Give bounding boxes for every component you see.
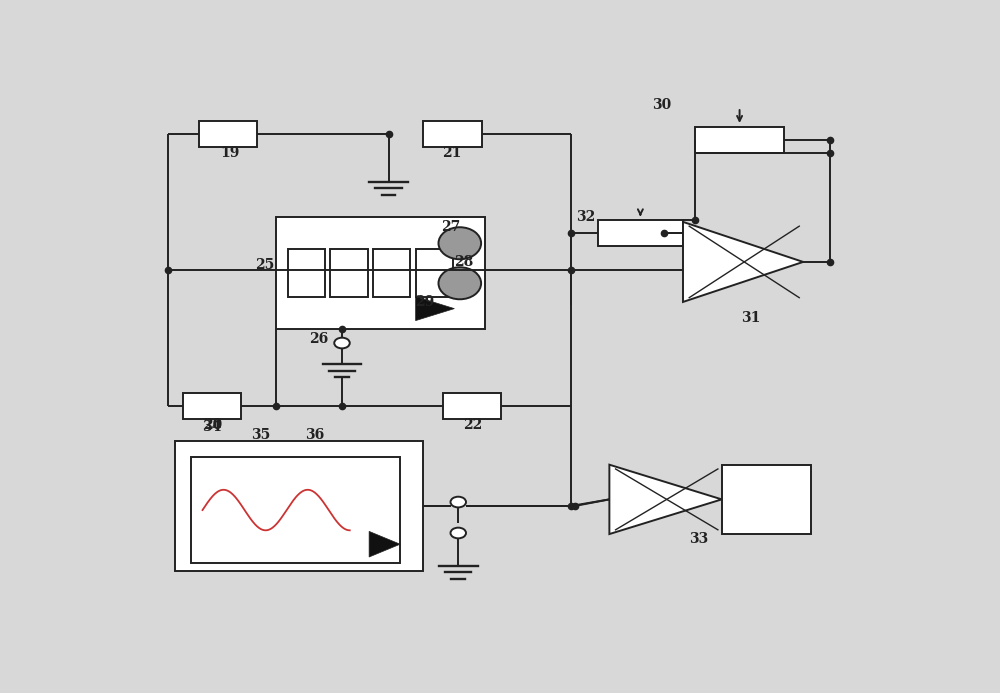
Polygon shape xyxy=(683,222,803,302)
Text: 30: 30 xyxy=(652,98,672,112)
Polygon shape xyxy=(369,532,400,557)
Polygon shape xyxy=(609,465,722,534)
Bar xyxy=(695,127,784,152)
Circle shape xyxy=(334,337,350,349)
Bar xyxy=(598,220,683,246)
Text: 27: 27 xyxy=(441,220,460,234)
Bar xyxy=(276,216,485,328)
Circle shape xyxy=(450,497,466,507)
Text: 25: 25 xyxy=(255,258,274,272)
Text: 19: 19 xyxy=(220,146,239,159)
Text: 26: 26 xyxy=(309,332,328,346)
Ellipse shape xyxy=(438,227,481,259)
Polygon shape xyxy=(416,297,454,321)
Bar xyxy=(191,457,400,563)
Bar xyxy=(416,249,453,297)
Text: 29: 29 xyxy=(415,295,435,309)
Bar xyxy=(423,121,482,147)
Circle shape xyxy=(450,527,466,538)
Bar xyxy=(722,465,811,534)
Bar xyxy=(183,393,241,419)
Text: 20: 20 xyxy=(203,418,222,432)
Bar xyxy=(288,249,325,297)
Text: 21: 21 xyxy=(442,146,462,159)
Text: 28: 28 xyxy=(454,255,473,269)
Bar xyxy=(330,249,368,297)
Bar xyxy=(199,121,257,147)
Text: 35: 35 xyxy=(251,428,270,442)
Bar xyxy=(175,441,423,572)
Text: 22: 22 xyxy=(463,418,482,432)
Text: 33: 33 xyxy=(689,532,708,546)
Bar xyxy=(443,393,501,419)
Ellipse shape xyxy=(438,267,481,299)
Text: 32: 32 xyxy=(576,209,595,224)
Text: 31: 31 xyxy=(742,311,761,325)
Text: 36: 36 xyxy=(305,428,324,442)
Bar xyxy=(373,249,410,297)
Text: 34: 34 xyxy=(202,421,221,435)
